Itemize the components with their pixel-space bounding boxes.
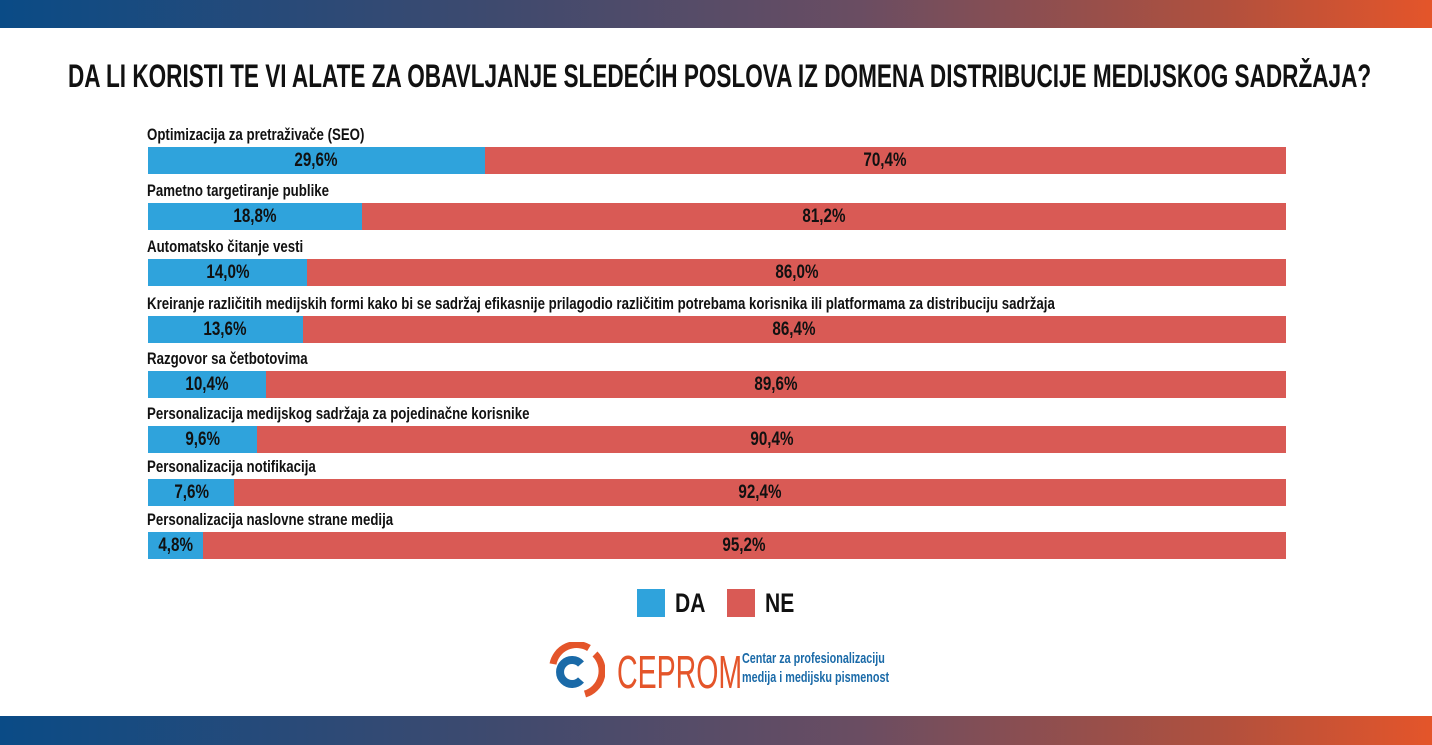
data-label: 90,4%: [750, 428, 794, 450]
brand-tagline-1: Centar za profesionalizaciju: [742, 650, 885, 667]
bar-segment-ne: 86,0%: [307, 259, 1286, 286]
data-label: 4,8%: [157, 534, 193, 556]
bar-segment-ne: 92,4%: [234, 479, 1286, 506]
data-label: 10,4%: [185, 373, 229, 395]
bar-segment-da: 18,8%: [148, 203, 362, 230]
category-label: Personalizacija notifikacija: [147, 457, 316, 476]
data-label: 29,6%: [294, 149, 338, 171]
data-label: 7,6%: [173, 481, 209, 503]
data-label: 70,4%: [863, 149, 907, 171]
legend-label-ne: NE: [765, 587, 795, 618]
category-label: Pametno targetiranje publike: [147, 181, 330, 200]
data-label: 81,2%: [802, 205, 846, 227]
bar-segment-ne: 70,4%: [484, 147, 1286, 174]
category-label: Personalizacija medijskog sadržaja za po…: [147, 404, 530, 423]
bar-segment-da: 14,0%: [148, 259, 308, 286]
data-label: 95,2%: [722, 534, 766, 556]
bar-row: 7,6% 92,4%: [148, 479, 1286, 506]
bar-row: 10,4% 89,6%: [148, 371, 1286, 398]
ceprom-logo-icon: [549, 642, 605, 698]
data-label: 86,4%: [772, 318, 816, 340]
bar-segment-da: 9,6%: [148, 426, 258, 453]
legend-item-da: DA: [637, 588, 714, 618]
bar-segment-da: 4,8%: [148, 532, 203, 559]
legend-label-da: DA: [675, 587, 706, 618]
legend-swatch-da: [637, 589, 665, 617]
bar-segment-ne: 86,4%: [302, 316, 1286, 343]
bar-segment-ne: 95,2%: [202, 532, 1286, 559]
bar-segment-da: 10,4%: [148, 371, 267, 398]
bar-segment-ne: 90,4%: [257, 426, 1286, 453]
data-label: 86,0%: [775, 261, 819, 283]
category-label: Kreiranje različitih medijskih formi kak…: [147, 294, 1055, 313]
data-label: 13,6%: [203, 318, 247, 340]
bar-segment-da: 13,6%: [148, 316, 303, 343]
legend-swatch-ne: [727, 589, 755, 617]
bar-segment-da: 7,6%: [148, 479, 235, 506]
bar-row: 14,0% 86,0%: [148, 259, 1286, 286]
category-label: Personalizacija naslovne strane medija: [147, 510, 394, 529]
data-label: 89,6%: [754, 373, 798, 395]
data-label: 14,0%: [206, 261, 250, 283]
bar-row: 29,6% 70,4%: [148, 147, 1286, 174]
bar-row: 9,6% 90,4%: [148, 426, 1286, 453]
category-label: Razgovor sa četbotovima: [147, 349, 308, 368]
data-label: 18,8%: [233, 205, 277, 227]
data-label: 9,6%: [185, 428, 220, 450]
category-label: Automatsko čitanje vesti: [147, 237, 304, 256]
category-label: Optimizacija za pretraživače (SEO): [147, 125, 365, 144]
bar-segment-ne: 81,2%: [361, 203, 1286, 230]
bar-row: 4,8% 95,2%: [148, 532, 1286, 559]
bar-segment-ne: 89,6%: [266, 371, 1286, 398]
bar-row: 18,8% 81,2%: [148, 203, 1286, 230]
brand-tagline-2: medija i medijsku pismenost: [742, 669, 890, 686]
brand-name: CEPROM: [617, 646, 743, 698]
top-gradient-band: [0, 0, 1432, 28]
chart-title: DA LI KORISTI TE VI ALATE ZA OBAVLJANJE …: [68, 58, 1372, 94]
bar-row: 13,6% 86,4%: [148, 316, 1286, 343]
data-label: 92,4%: [738, 481, 782, 503]
legend-item-ne: NE: [727, 588, 803, 618]
bar-segment-da: 29,6%: [148, 147, 485, 174]
bottom-gradient-band: [0, 716, 1432, 745]
